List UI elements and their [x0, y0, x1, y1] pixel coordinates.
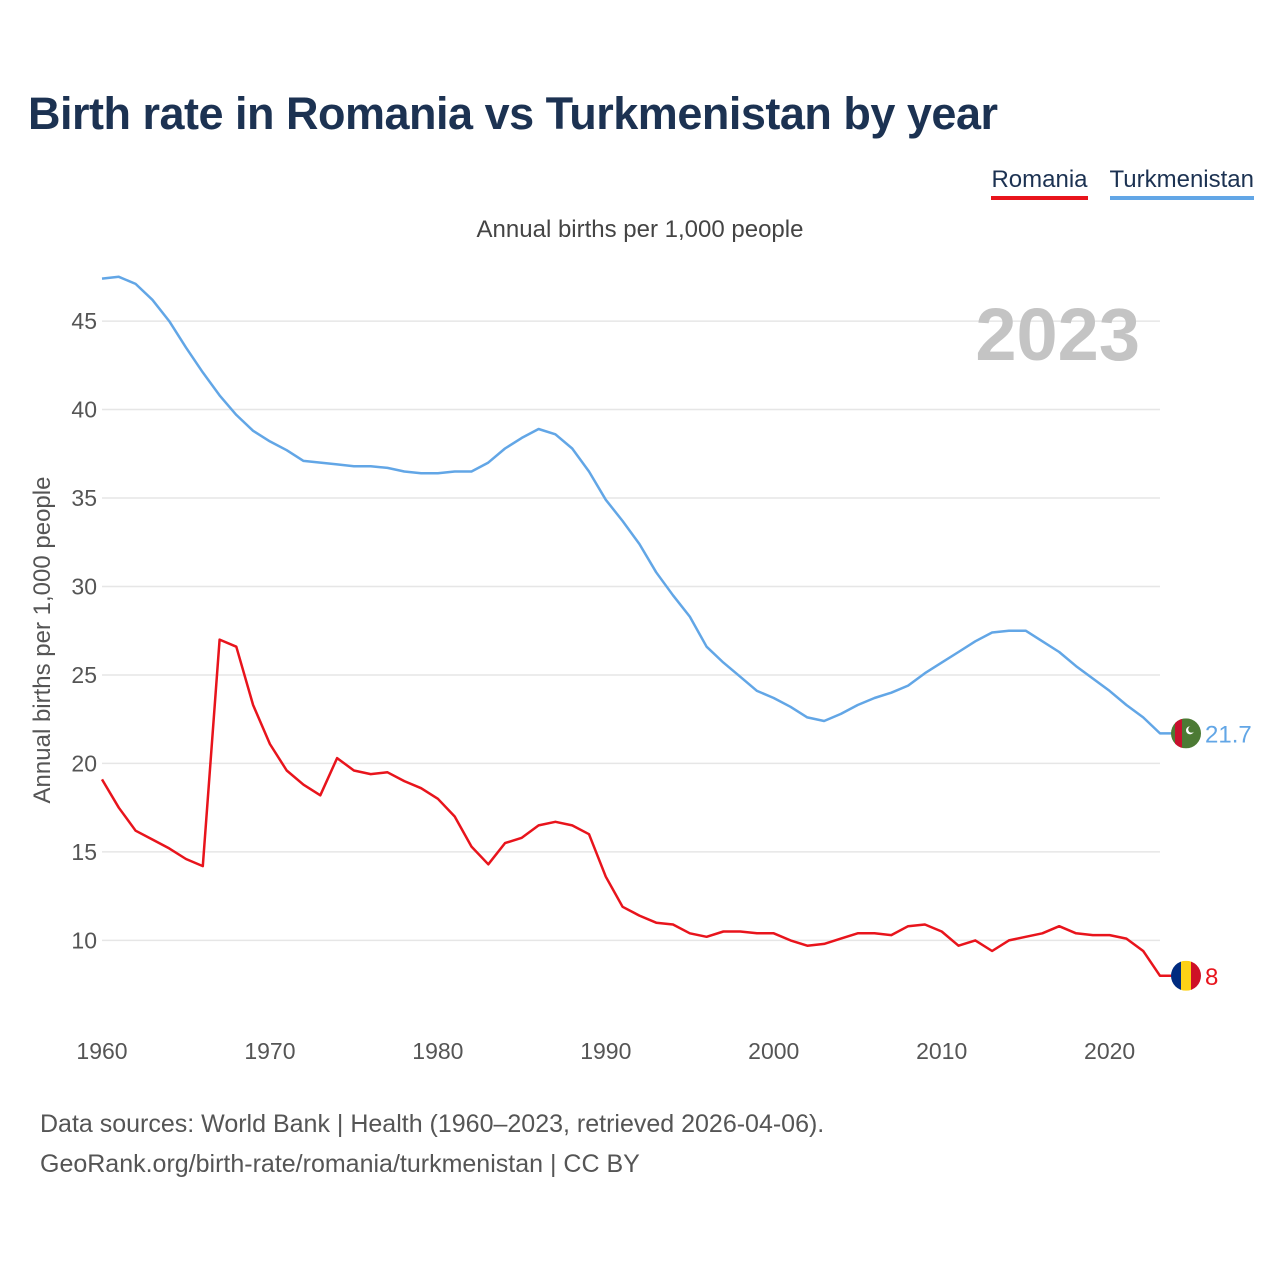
- y-tick-label-20: 20: [71, 750, 97, 776]
- x-tick-label-2010: 2010: [916, 1038, 967, 1064]
- series-line-turkmenistan: [101, 275, 1172, 735]
- series-lines: [100, 275, 1172, 978]
- footer-sources: Data sources: World Bank | Health (1960–…: [40, 1110, 825, 1138]
- grid-lines: [102, 320, 1160, 942]
- y-tick-label-35: 35: [71, 485, 97, 511]
- x-tick-label-1990: 1990: [580, 1038, 631, 1064]
- flag-icon-turkmenistan: [1171, 718, 1201, 749]
- footer-url[interactable]: GeoRank.org/birth-rate/romania/turkmenis…: [40, 1150, 640, 1178]
- x-tick-label-2020: 2020: [1084, 1038, 1135, 1064]
- y-tick-label-45: 45: [71, 308, 97, 334]
- x-tick-label-1960: 1960: [76, 1038, 127, 1064]
- y-axis-label: Annual births per 1,000 people: [29, 477, 56, 804]
- x-tick-label-1970: 1970: [244, 1038, 295, 1064]
- chart-title: Birth rate in Romania vs Turkmenistan by…: [28, 88, 998, 139]
- end-value-label-romania: 8: [1205, 964, 1218, 991]
- y-tick-label-40: 40: [71, 397, 97, 423]
- series-line-romania: [100, 638, 1172, 978]
- y-tick-label-25: 25: [71, 662, 97, 688]
- y-tick-label-10: 10: [71, 927, 97, 953]
- x-tick-label-2000: 2000: [748, 1038, 799, 1064]
- legend-item-turkmenistan[interactable]: Turkmenistan: [1109, 166, 1254, 200]
- flag-icon-romania: [1171, 960, 1201, 991]
- chart-subtitle: Annual births per 1,000 people: [476, 216, 804, 243]
- y-axis-ticks: 10 15 20 25 30 35 40 45: [71, 308, 97, 953]
- end-value-label-turkmenistan: 21.7: [1205, 721, 1252, 748]
- legend-item-romania[interactable]: Romania: [991, 166, 1088, 200]
- footer: Data sources: World Bank | Health (1960–…: [40, 1104, 824, 1184]
- y-tick-label-15: 15: [71, 839, 97, 865]
- x-axis-ticks: 1960 1970 1980 1990 2000 2010 2020: [76, 1038, 1135, 1064]
- y-tick-label-30: 30: [71, 573, 97, 599]
- end-markers: 821.7: [1171, 718, 1252, 991]
- x-tick-label-1980: 1980: [412, 1038, 463, 1064]
- legend: Romania Turkmenistan: [991, 166, 1254, 200]
- year-label: 2023: [975, 293, 1140, 376]
